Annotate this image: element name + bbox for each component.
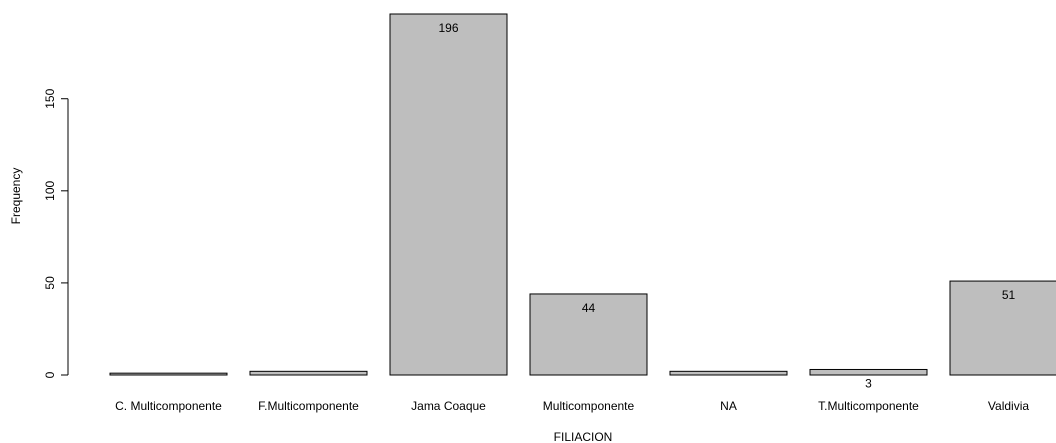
bar [949, 280, 1056, 376]
category-label: Multicomponente [543, 399, 635, 413]
y-tick-label: 100 [43, 180, 57, 200]
bar [249, 370, 368, 376]
category-labels: C. Multicomponente F.Multicomponente Jama … [115, 399, 1029, 413]
category-label: F.Multicomponente [258, 399, 359, 413]
bar [389, 13, 508, 376]
category-label: Valdivia [988, 399, 1029, 413]
category-label: Jama Coaque [411, 399, 486, 413]
bar [109, 372, 228, 376]
y-axis: 0 50 100 150 [43, 88, 69, 378]
bar [809, 368, 928, 376]
category-label: NA [720, 399, 737, 413]
y-axis-title: Frequency [9, 168, 23, 225]
y-tick-label: 50 [43, 276, 57, 290]
bars: 196 44 3 51 [109, 13, 1056, 390]
bar-value-label: 3 [865, 376, 872, 390]
y-tick-label: 0 [43, 371, 57, 378]
bar-value-label: 44 [582, 301, 596, 315]
x-axis-title: FILIACION [554, 430, 613, 443]
y-tick-label: 150 [43, 88, 57, 108]
category-label: C. Multicomponente [115, 399, 222, 413]
bar [669, 370, 788, 376]
category-label: T.Multicomponente [818, 399, 919, 413]
bar-value-label: 51 [1002, 288, 1016, 302]
bar [529, 293, 648, 376]
bar-value-label: 196 [438, 21, 458, 35]
